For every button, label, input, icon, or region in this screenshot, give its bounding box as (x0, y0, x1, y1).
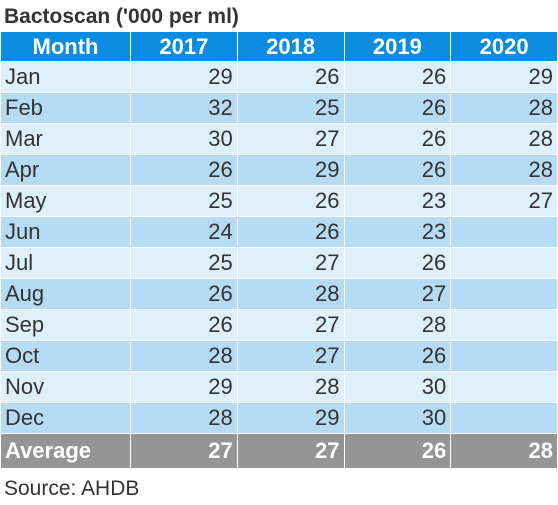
source-note: Source: AHDB (4, 477, 140, 500)
header-2020: 2020 (450, 31, 558, 62)
value-cell-2018: 26 (236, 185, 345, 217)
value-cell-2018: 29 (236, 402, 345, 434)
value-cell-2018: 25 (236, 92, 345, 124)
value-cell-2018: 29 (236, 154, 345, 186)
month-cell: Dec (0, 402, 131, 434)
table-title: Bactoscan ('000 per ml) (4, 5, 239, 28)
value-cell-2018: 28 (236, 278, 345, 310)
value-cell-2019: 28 (343, 309, 452, 341)
value-cell-2019: 26 (343, 123, 452, 155)
value-cell-2019: 26 (343, 61, 452, 93)
average-2018: 27 (236, 433, 345, 469)
value-cell-2020: 28 (450, 123, 558, 155)
value-cell-2017: 26 (130, 309, 238, 341)
value-cell-2019: 30 (343, 402, 452, 434)
value-cell-2017: 24 (130, 216, 238, 248)
header-2019: 2019 (343, 31, 452, 62)
table-row: Jul 25 27 26 (0, 247, 558, 279)
value-cell-2017: 29 (130, 371, 238, 403)
value-cell-2020 (450, 340, 558, 372)
value-cell-2020 (450, 402, 558, 434)
value-cell-2019: 23 (343, 185, 452, 217)
value-cell-2018: 27 (236, 309, 345, 341)
value-cell-2018: 26 (236, 216, 345, 248)
value-cell-2017: 29 (130, 61, 238, 93)
value-cell-2017: 32 (130, 92, 238, 124)
month-cell: Oct (0, 340, 131, 372)
table-body: Jan 29 26 26 29 Feb 32 25 26 28 Mar 30 27 26 28 Apr 26 29… (0, 61, 558, 434)
table-row: Nov 29 28 30 (0, 371, 558, 403)
value-cell-2020: 28 (450, 154, 558, 186)
table-row: Jun 24 26 23 (0, 216, 558, 248)
value-cell-2017: 26 (130, 278, 238, 310)
header-2017: 2017 (130, 31, 238, 62)
value-cell-2020: 27 (450, 185, 558, 217)
value-cell-2019: 26 (343, 154, 452, 186)
value-cell-2020 (450, 309, 558, 341)
month-cell: Jun (0, 216, 131, 248)
value-cell-2019: 30 (343, 371, 452, 403)
month-cell: Mar (0, 123, 131, 155)
average-label: Average (0, 433, 131, 469)
table-row: Apr 26 29 26 28 (0, 154, 558, 186)
header-month: Month (0, 31, 131, 62)
month-cell: Apr (0, 154, 131, 186)
value-cell-2018: 26 (236, 61, 345, 93)
value-cell-2018: 27 (236, 340, 345, 372)
month-cell: Aug (0, 278, 131, 310)
month-cell: Sep (0, 309, 131, 341)
table-row: Jan 29 26 26 29 (0, 61, 558, 93)
value-cell-2019: 26 (343, 247, 452, 279)
average-2020: 28 (450, 433, 558, 469)
value-cell-2020 (450, 216, 558, 248)
month-cell: May (0, 185, 131, 217)
value-cell-2017: 26 (130, 154, 238, 186)
value-cell-2019: 23 (343, 216, 452, 248)
value-cell-2018: 27 (236, 123, 345, 155)
month-cell: Feb (0, 92, 131, 124)
header-2018: 2018 (236, 31, 345, 62)
value-cell-2017: 30 (130, 123, 238, 155)
value-cell-2017: 28 (130, 402, 238, 434)
value-cell-2019: 27 (343, 278, 452, 310)
month-cell: Jan (0, 61, 131, 93)
table-row: Mar 30 27 26 28 (0, 123, 558, 155)
average-2017: 27 (130, 433, 238, 469)
table-row: Sep 26 27 28 (0, 309, 558, 341)
value-cell-2019: 26 (343, 92, 452, 124)
value-cell-2018: 27 (236, 247, 345, 279)
table-row: Aug 26 28 27 (0, 278, 558, 310)
table-row: Feb 32 25 26 28 (0, 92, 558, 124)
table-row: May 25 26 23 27 (0, 185, 558, 217)
value-cell-2020: 28 (450, 92, 558, 124)
value-cell-2017: 25 (130, 247, 238, 279)
month-cell: Nov (0, 371, 131, 403)
bactoscan-table: Month 2017 2018 2019 2020 Jan 29 26 26 29 Feb… (0, 31, 558, 469)
value-cell-2017: 25 (130, 185, 238, 217)
value-cell-2017: 28 (130, 340, 238, 372)
table-row: Dec 28 29 30 (0, 402, 558, 434)
average-2019: 26 (343, 433, 452, 469)
value-cell-2020 (450, 371, 558, 403)
average-row: Average 27 27 26 28 (0, 433, 558, 469)
value-cell-2020 (450, 247, 558, 279)
value-cell-2018: 28 (236, 371, 345, 403)
table-row: Oct 28 27 26 (0, 340, 558, 372)
value-cell-2020 (450, 278, 558, 310)
header-row: Month 2017 2018 2019 2020 (0, 31, 558, 62)
month-cell: Jul (0, 247, 131, 279)
value-cell-2020: 29 (450, 61, 558, 93)
value-cell-2019: 26 (343, 340, 452, 372)
